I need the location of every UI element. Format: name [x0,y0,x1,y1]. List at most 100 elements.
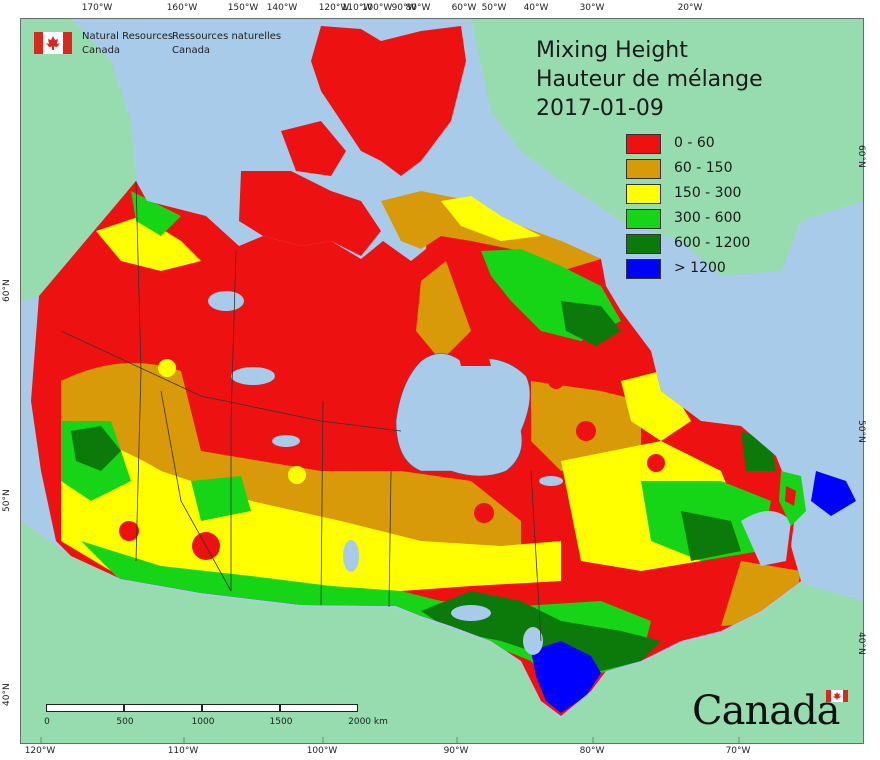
scale-label: 500 [116,717,134,727]
legend-label: 60 - 150 [674,160,733,176]
bottom-tick: 90°W [443,746,469,756]
agency-name-fr: Ressources naturelles Canada [172,30,281,58]
lake-huron [523,627,543,655]
bottom-tick: 120°W [24,746,56,756]
legend-swatch [626,259,661,279]
top-tick: 50°W [481,3,507,13]
top-tick: 20°W [677,3,703,13]
right-tick: 50°N [856,420,866,443]
lake-athabasca [272,435,300,447]
scale-label: 1000 [191,717,215,727]
ellesmere-island [311,26,466,176]
bottom-tick: 110°W [167,746,199,756]
boundary-ab-sk [230,250,237,591]
legend-label: > 1200 [674,260,726,276]
canada-flag-icon [34,32,72,54]
top-tick: 150°W [227,3,259,13]
legend-label: 600 - 1200 [674,235,751,251]
agency-name-fr-line2: Canada [172,45,211,56]
graticule-ticks [40,737,740,743]
great-bear-lake [208,291,244,311]
bottom-tick: 100°W [306,746,338,756]
legend-label: 0 - 60 [674,135,715,151]
legend-swatch [626,134,661,154]
boundary-sk-mb [320,400,324,606]
scale-segment [46,704,124,712]
left-tick: 40°N [2,683,12,706]
red-spot [647,454,665,472]
southampton-island [456,346,491,366]
scale-label: 2000 km [348,717,388,727]
agency-name-en: Natural Resources Canada [82,30,173,58]
map-title: Mixing Height Hauteur de mélange 2017-01… [536,36,763,123]
red-spot [576,421,596,441]
top-tick: 120°W [318,3,350,13]
map-canvas [21,19,863,743]
gulf-st-lawrence [741,511,791,566]
boundary-yukon-bc [135,180,142,562]
usa-land [21,521,863,743]
legend-swatch [626,234,661,254]
title-french: Hauteur de mélange [536,67,763,92]
scale-segment [280,704,358,712]
hudson-bay [395,353,531,477]
agency-name-fr-line1: Ressources naturelles [172,31,282,42]
baffin-north [441,196,541,241]
scale-segment [202,704,280,712]
canada-wordmark: Canada [692,688,841,734]
victoria-island [239,171,381,256]
boundary-bc-ab [160,390,232,592]
zone-600-1200-bc [71,426,121,471]
scale-segment [124,704,202,712]
great-slave-lake [231,367,275,385]
legend-swatch [626,159,661,179]
orange-spot [384,483,404,503]
zone-600-1200-gaspe [681,511,741,561]
zone-300-600-alberta [191,476,251,521]
left-tick: 50°N [2,489,12,512]
red-spot [548,373,564,389]
zone-300-600-south [81,541,651,701]
scale-label: 0 [44,717,50,727]
newfoundland-west-red [785,486,796,506]
yellow-spot [158,359,176,377]
top-tick: 90°W [391,3,417,13]
lake-winnipeg [343,540,359,572]
top-tick: 30°W [579,3,605,13]
yellow-spot [288,466,306,484]
legend-swatch [626,184,661,204]
bottom-tick: 70°W [725,746,751,756]
provincial-boundaries [60,180,542,642]
legend-label: 150 - 300 [674,185,742,201]
top-tick: 80°W [405,3,431,13]
newfoundland [811,471,856,516]
agency-name-en-line1: Natural Resources [82,31,174,42]
title-date: 2017-01-09 [536,96,664,121]
red-spot [119,521,139,541]
zone-150-300-yukon [96,216,201,271]
lake-superior [451,605,491,621]
zone-60-150-hudson-east [416,261,471,361]
lake-mistassini [539,476,563,486]
zone-150-300-labrador [621,371,691,441]
top-tick: 110°W [341,3,373,13]
top-tick: 100°W [361,3,393,13]
baffin-south-dark [561,301,621,346]
zone-over-1200-southern-ontario [531,641,601,713]
top-tick: 170°W [81,3,113,13]
red-spot [474,503,494,523]
top-tick: 40°W [523,3,549,13]
left-tick: 60°N [2,279,12,302]
greenland-land [471,19,863,276]
wordmark-flag-icon [826,690,848,702]
arctic-archipelago [239,26,621,366]
legend-swatch [626,209,661,229]
top-tick: 140°W [266,3,298,13]
right-tick: 60°N [856,145,866,168]
boundary-mb-on [388,470,392,608]
zone-300-600-yukon [131,191,181,236]
scale-bar: 0 500 1000 1500 2000 km [44,704,388,730]
lakes [208,291,563,655]
boundary-on-qc [530,470,542,642]
agency-name-en-line2: Canada [82,45,121,56]
